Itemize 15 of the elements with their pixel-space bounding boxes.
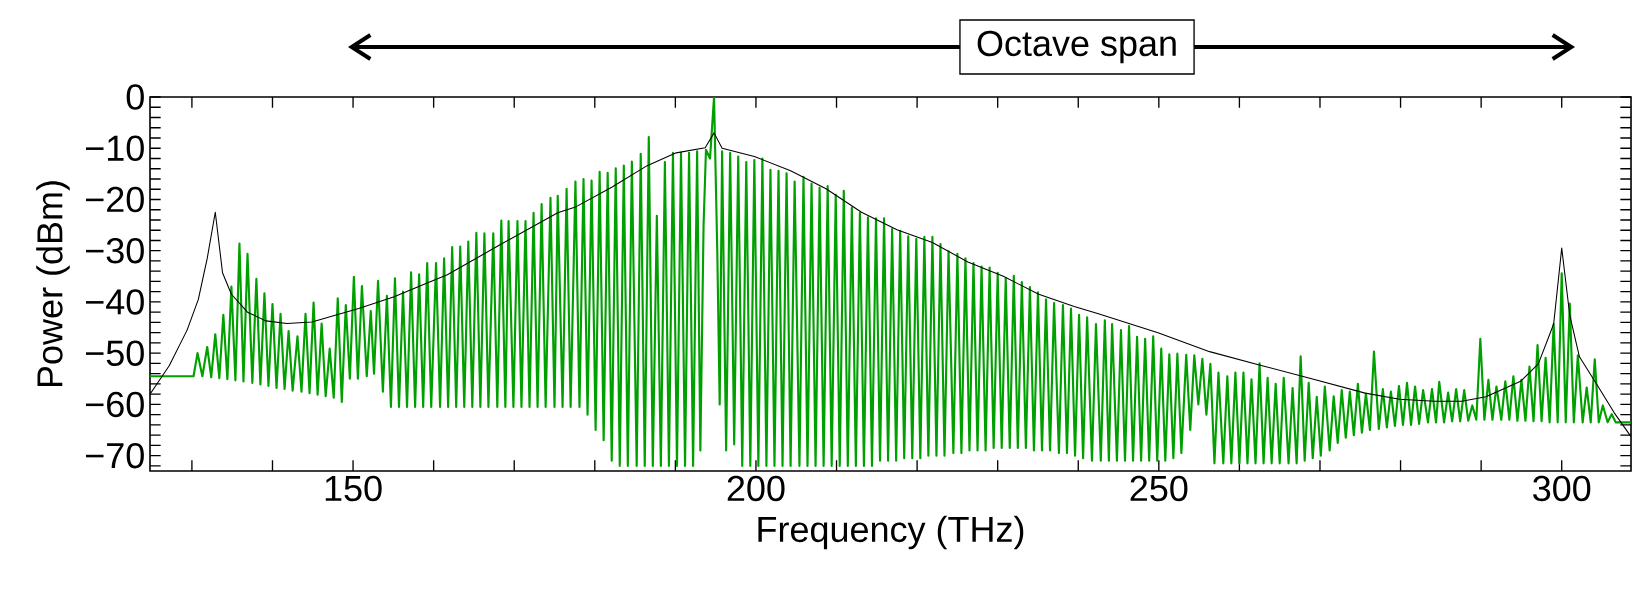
y-axis-title: Power (dBm) [36, 181, 70, 387]
y-tick-label: 0 [126, 84, 144, 110]
x-tick-label: 250 [1130, 475, 1188, 502]
y-tick-label: −50 [86, 340, 144, 366]
x-tick-label: 300 [1533, 475, 1591, 502]
text: Octave span [977, 30, 1176, 64]
y-tick-label: −70 [86, 442, 144, 469]
x-tick-label: 200 [727, 475, 785, 502]
y-tick-label: −20 [86, 186, 144, 213]
y-tick-label: −30 [86, 237, 144, 264]
x-tick-label: 150 [325, 475, 382, 502]
x-axis-title: Frequency (THz) [758, 515, 1024, 550]
y-tick-label: −10 [86, 135, 144, 161]
y-tick-label: −40 [86, 289, 144, 315]
y-tick-label: −60 [86, 391, 144, 418]
